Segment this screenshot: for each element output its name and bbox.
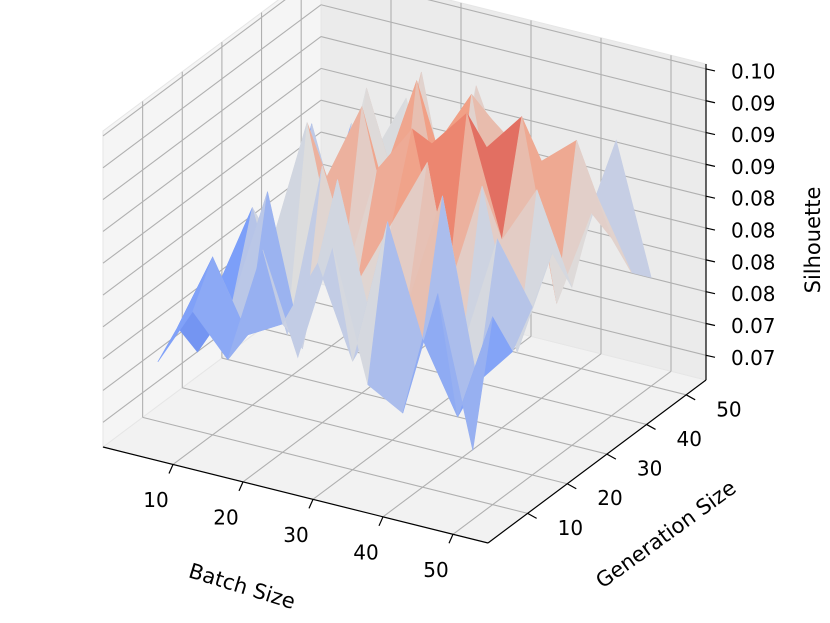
x-tick xyxy=(238,481,244,492)
z-tick-label: 0.10 xyxy=(731,59,776,83)
x-tick-label: 40 xyxy=(353,540,378,564)
z-tick xyxy=(705,227,716,231)
x-tick xyxy=(168,464,174,474)
z-tick xyxy=(705,131,716,136)
x-tick-label: 10 xyxy=(143,488,168,512)
grid-line xyxy=(102,67,322,232)
grid-line xyxy=(221,357,608,455)
y-tick xyxy=(646,423,656,430)
grid-line xyxy=(102,99,322,264)
grid-line xyxy=(182,387,568,485)
z-tick xyxy=(705,100,716,104)
side-wall-pane xyxy=(102,0,322,448)
grid-line xyxy=(102,163,322,328)
y-tick-label: 10 xyxy=(558,516,583,540)
z-tick xyxy=(705,354,716,358)
z-tick xyxy=(705,259,716,263)
z-tick xyxy=(705,291,716,295)
y-tick-label: 40 xyxy=(677,427,702,451)
grid-line xyxy=(102,36,322,201)
y-tick xyxy=(606,453,617,460)
z-tick xyxy=(705,322,716,327)
z-tick-label: 0.07 xyxy=(731,314,776,338)
x-tick-label: 20 xyxy=(213,505,238,529)
x-tick xyxy=(448,534,454,544)
z-tick-label: 0.08 xyxy=(731,187,776,211)
axis-lines xyxy=(102,64,707,544)
z-tick xyxy=(705,195,716,199)
grid-line xyxy=(320,4,707,102)
grid-line xyxy=(142,416,528,514)
z-tick-label: 0.08 xyxy=(731,282,776,306)
z-tick-label: 0.08 xyxy=(731,250,776,274)
z-tick-label: 0.08 xyxy=(731,219,776,243)
grid-line xyxy=(102,4,322,169)
grid-line xyxy=(382,353,602,518)
z-tick-label: 0.09 xyxy=(731,123,776,147)
y-tick xyxy=(566,483,577,490)
z-tick-label: 0.07 xyxy=(731,346,776,370)
x-tick-label: 50 xyxy=(423,558,448,582)
x-axis-line xyxy=(102,446,489,544)
y-tick-label: 20 xyxy=(597,486,622,510)
z-tick-label: 0.09 xyxy=(731,91,776,115)
z-tick-label: 0.09 xyxy=(731,155,776,179)
x-tick xyxy=(378,516,384,527)
surface-face xyxy=(437,293,493,451)
grid-line xyxy=(102,0,286,137)
x-tick xyxy=(308,499,314,509)
x-axis-label: Batch Size xyxy=(186,559,298,614)
z-tick xyxy=(705,163,716,167)
y-tick xyxy=(685,394,696,401)
y-tick-label: 30 xyxy=(637,457,662,481)
tick-labels: 10 20 30 40 50 10 20 30 40 50 0.07 0.07 0.08 0.08 0.08… xyxy=(143,59,775,581)
grid-line xyxy=(452,370,672,535)
grid-line xyxy=(242,318,462,483)
surface-plot xyxy=(157,71,652,451)
y-tick xyxy=(527,512,537,519)
grid-line xyxy=(320,36,707,134)
z-tick xyxy=(705,68,716,72)
grid-line xyxy=(102,131,322,296)
z-axis-label: Silhouette xyxy=(801,187,825,294)
grid-line xyxy=(427,0,707,70)
grid-line xyxy=(320,67,707,165)
y-tick-label: 50 xyxy=(716,397,741,421)
y-axis-line xyxy=(487,379,707,544)
x-tick-label: 30 xyxy=(283,523,308,547)
